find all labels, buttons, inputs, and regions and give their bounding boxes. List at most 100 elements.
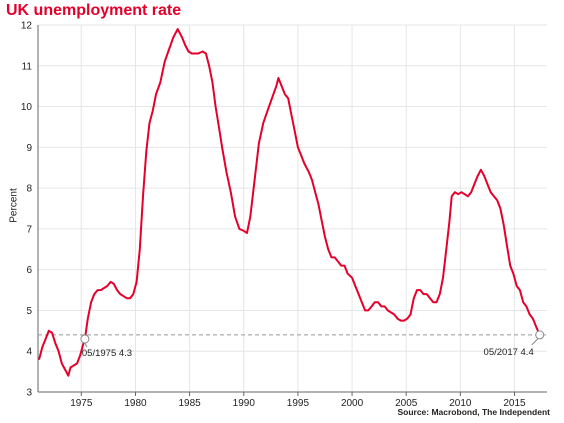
data-point [132, 293, 134, 295]
data-point [311, 179, 313, 181]
data-point [400, 320, 402, 322]
x-tick-label-2010: 2010 [449, 398, 472, 409]
data-point [191, 52, 193, 55]
data-point [155, 93, 157, 95]
data-point [122, 295, 125, 297]
data-point [499, 207, 502, 210]
data-point [445, 248, 447, 250]
data-point [90, 301, 92, 303]
data-point [330, 256, 333, 259]
x-tick-label-1995: 1995 [287, 398, 310, 409]
annotation-label-1: 05/2017 4.4 [484, 347, 534, 358]
grid-lines [38, 24, 547, 393]
data-point [357, 293, 360, 295]
data-point [159, 81, 161, 83]
data-point [230, 191, 232, 193]
data-point [439, 293, 441, 295]
data-point [262, 122, 264, 124]
x-tick-label-1985: 1985 [178, 398, 201, 409]
data-point [246, 232, 248, 234]
data-point [516, 285, 518, 287]
data-point [205, 52, 207, 55]
data-point [61, 362, 63, 365]
data-point [194, 52, 196, 55]
data-point [377, 301, 379, 303]
y-tick-label-6: 6 [26, 265, 32, 276]
data-point [38, 358, 40, 360]
data-point [308, 171, 310, 173]
data-point [367, 309, 369, 312]
data-point [221, 146, 223, 148]
data-point [416, 289, 418, 291]
data-point [337, 260, 339, 263]
data-point [57, 350, 60, 352]
series-line [38, 28, 541, 377]
data-point [187, 50, 190, 53]
data-point [64, 368, 66, 371]
y-tick-label-8: 8 [26, 184, 32, 195]
data-point [477, 175, 479, 177]
data-point [396, 318, 399, 320]
data-point [106, 285, 108, 287]
data-point [119, 293, 121, 295]
data-point [432, 301, 434, 303]
data-point [253, 179, 256, 181]
y-tick-label-10: 10 [21, 102, 33, 113]
data-point [403, 320, 405, 322]
data-point [532, 318, 534, 320]
data-point [96, 289, 99, 291]
data-point [448, 220, 451, 222]
data-point [238, 228, 241, 230]
source-note: Source: Macrobond, The Independent [397, 407, 550, 417]
data-point [470, 191, 472, 193]
data-point [69, 366, 72, 369]
x-tick-label-2015: 2015 [503, 398, 526, 409]
data-point [442, 277, 444, 279]
data-point [506, 244, 508, 246]
data-point [202, 50, 204, 53]
x-tick-label-1990: 1990 [233, 398, 256, 409]
data-point [284, 93, 286, 95]
data-point [294, 130, 296, 132]
series-line-0 [38, 28, 541, 377]
y-tick-label-3: 3 [26, 388, 32, 399]
axes [37, 25, 547, 396]
data-point [145, 150, 147, 153]
data-point [512, 273, 515, 275]
data-point [197, 52, 199, 55]
data-point [525, 305, 528, 307]
data-point [79, 354, 81, 356]
data-point [271, 97, 273, 99]
data-point [422, 293, 425, 295]
data-point [116, 289, 118, 291]
data-point [87, 318, 89, 320]
data-point [243, 230, 245, 232]
data-point [275, 85, 277, 87]
data-point [277, 77, 280, 79]
data-point [126, 297, 128, 299]
data-point [321, 220, 323, 222]
data-point [529, 313, 531, 316]
data-point [351, 277, 353, 279]
data-point [486, 183, 489, 185]
data-point [406, 318, 408, 320]
data-point [51, 332, 53, 334]
data-point [148, 122, 151, 124]
x-tick-label-2005: 2005 [395, 398, 418, 409]
data-point [281, 85, 283, 87]
annotation-marker-1 [535, 330, 545, 340]
data-point [496, 199, 498, 201]
annotation-label-0: 05/1975 4.3 [82, 348, 132, 359]
tick-labels: 3 4 5 6 7 8 9 10 11 12 1975 1980 1985 1990 1995 2000 200… [21, 21, 526, 410]
data-point [374, 301, 376, 303]
data-point [509, 264, 511, 267]
data-point [211, 81, 213, 83]
data-point [249, 216, 251, 218]
data-point [109, 281, 112, 283]
data-point [370, 305, 373, 307]
annotation-leader-1 [531, 338, 539, 346]
data-point [364, 309, 366, 312]
data-point [324, 236, 326, 238]
data-point [181, 36, 183, 38]
data-point [503, 224, 505, 226]
